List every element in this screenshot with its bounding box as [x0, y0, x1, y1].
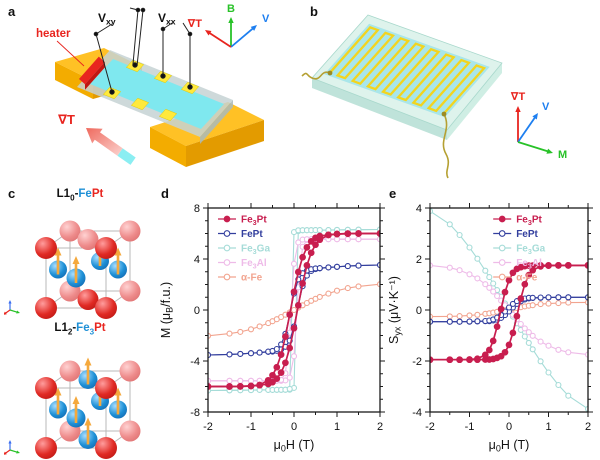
svg-text:α-Fe: α-Fe — [516, 273, 538, 284]
vxy-label: Vxy — [98, 11, 116, 27]
svg-text:2: 2 — [585, 421, 591, 433]
axis-m-label-b: M — [558, 149, 567, 161]
probe-wires — [93, 7, 193, 95]
svg-text:4: 4 — [194, 254, 200, 266]
panel-label-a: a — [8, 4, 16, 19]
svg-text:0: 0 — [194, 305, 200, 317]
axes-triad-b — [515, 106, 553, 154]
panel-label-b: b — [310, 4, 318, 19]
heater-label: heater — [36, 28, 71, 40]
axis-gradT-label-a: ∇T — [188, 18, 203, 30]
svg-text:FePt: FePt — [241, 229, 263, 240]
svg-text:1: 1 — [334, 421, 340, 433]
xyz-gizmo-1 — [4, 300, 20, 315]
svg-text:0: 0 — [416, 305, 422, 317]
wire-left — [301, 71, 331, 80]
panel-label-c: c — [8, 186, 16, 201]
wire-bottom — [442, 113, 450, 179]
contact-pads — [102, 59, 200, 122]
chart-nernst-vs-field: -2 -1 0 1 2-4-2024Fe3PtFePtFe3GaFe3Alα-Feμ0H… — [387, 203, 593, 454]
axis-v-label-b: V — [542, 101, 550, 113]
svg-text:1: 1 — [545, 421, 551, 433]
svg-text:Fe3Pt: Fe3Pt — [241, 215, 267, 228]
svg-text:-4: -4 — [190, 356, 200, 368]
svg-text:Fe3Ga: Fe3Ga — [241, 244, 270, 257]
svg-text:α-Fe: α-Fe — [241, 273, 263, 284]
meander-background — [324, 23, 490, 118]
svg-text:M (μB/f.u.): M (μB/f.u.) — [159, 282, 175, 338]
svg-text:-2: -2 — [412, 356, 422, 368]
wire-joint-bottom — [441, 111, 447, 117]
axes-triad-a — [205, 17, 257, 48]
svg-text:μ0H (T): μ0H (T) — [274, 438, 315, 454]
svg-text:Fe3Pt: Fe3Pt — [516, 215, 542, 228]
svg-text:0: 0 — [291, 421, 297, 433]
vxx-label: Vxx — [158, 11, 176, 27]
svg-text:-1: -1 — [465, 421, 475, 433]
heater-bar — [79, 56, 105, 90]
axis-gradT-label-b: ∇T — [511, 91, 526, 103]
svg-text:Syx (μV·K⁻¹): Syx (μV·K⁻¹) — [387, 276, 403, 344]
svg-text:Fe3Al: Fe3Al — [516, 258, 542, 271]
meander-device-schematic: ∇T V M — [301, 14, 567, 179]
crystal-structures — [4, 220, 141, 459]
panel-label-d: d — [161, 186, 169, 201]
panel-label-e: e — [389, 186, 397, 201]
svg-text:-8: -8 — [190, 407, 200, 419]
svg-text:-1: -1 — [246, 421, 256, 433]
crystal-title-l10: L10-FePt — [56, 188, 104, 203]
heater-leader-line — [56, 40, 85, 67]
svg-text:Fe3Ga: Fe3Ga — [516, 244, 545, 257]
svg-text:FePt: FePt — [516, 229, 538, 240]
axis-b-label: B — [227, 3, 235, 15]
gradT-label-a: ∇T — [58, 112, 75, 127]
xyz-gizmo-2 — [4, 440, 20, 455]
svg-text:-2: -2 — [203, 421, 213, 433]
unit-cell-l12-fe3pt — [35, 357, 141, 459]
svg-text:2: 2 — [416, 254, 422, 266]
hall-bar-device-schematic: heater Vxy Vxx ∇T B V ∇T — [36, 3, 270, 167]
axis-v-label-a: V — [262, 13, 270, 25]
wire-joint-left — [327, 70, 333, 76]
meander-heater-line — [329, 26, 487, 115]
svg-text:-2: -2 — [425, 421, 435, 433]
heat-flow-arrow — [86, 128, 136, 165]
svg-text:8: 8 — [194, 203, 200, 215]
unit-cell-l10-fept — [35, 220, 141, 319]
svg-text:0: 0 — [506, 421, 512, 433]
crystal-title-l12: L12-Fe3Pt — [54, 322, 106, 337]
svg-text:Fe3Al: Fe3Al — [241, 258, 267, 271]
svg-text:μ0H (T): μ0H (T) — [489, 438, 530, 454]
magnetic-film — [90, 59, 224, 129]
svg-text:2: 2 — [377, 421, 383, 433]
svg-text:4: 4 — [416, 203, 422, 215]
svg-text:-4: -4 — [412, 407, 422, 419]
